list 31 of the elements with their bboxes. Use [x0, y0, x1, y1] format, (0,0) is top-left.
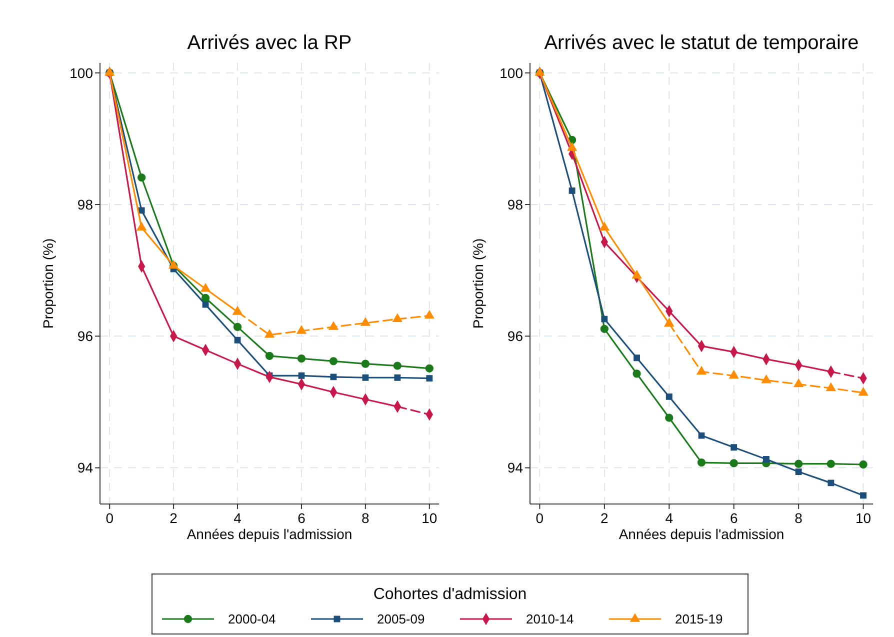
legend-label: 2015-19: [675, 612, 723, 627]
y-tick-label: 98: [77, 196, 94, 212]
chart-title: Arrivés avec la RP: [187, 32, 352, 54]
legend-title: Cohortes d'admission: [373, 586, 527, 603]
x-tick-label: 4: [234, 510, 242, 526]
x-tick-label: 8: [794, 510, 803, 526]
x-tick-label: 6: [730, 510, 738, 526]
chart-title: Arrivés avec le statut de temporaire: [544, 32, 859, 54]
y-tick-label: 96: [507, 328, 524, 344]
legend-label: 2005-09: [377, 612, 425, 627]
x-tick-label: 0: [536, 510, 544, 526]
y-axis-title: Proportion (%): [40, 238, 56, 329]
x-tick-label: 0: [106, 510, 114, 526]
legend-label: 2000-04: [228, 612, 276, 627]
y-tick-label: 94: [507, 460, 524, 476]
y-tick-label: 100: [70, 64, 94, 81]
legend-label: 2010-14: [526, 612, 574, 627]
y-tick-label: 94: [77, 460, 94, 476]
y-tick-label: 100: [500, 64, 524, 81]
x-tick-label: 6: [298, 510, 306, 526]
x-tick-label: 2: [170, 510, 178, 526]
x-tick-label: 10: [422, 510, 438, 526]
y-axis-title: Proportion (%): [470, 238, 486, 329]
y-tick-label: 98: [507, 196, 524, 212]
x-tick-label: 8: [362, 510, 370, 526]
x-axis-title: Années depuis l'admission: [618, 526, 784, 542]
x-tick-label: 2: [600, 510, 609, 526]
y-tick-label: 96: [77, 328, 94, 344]
x-axis-title: Années depuis l'admission: [186, 526, 352, 542]
x-tick-label: 10: [856, 510, 872, 526]
x-tick-label: 4: [665, 510, 674, 526]
